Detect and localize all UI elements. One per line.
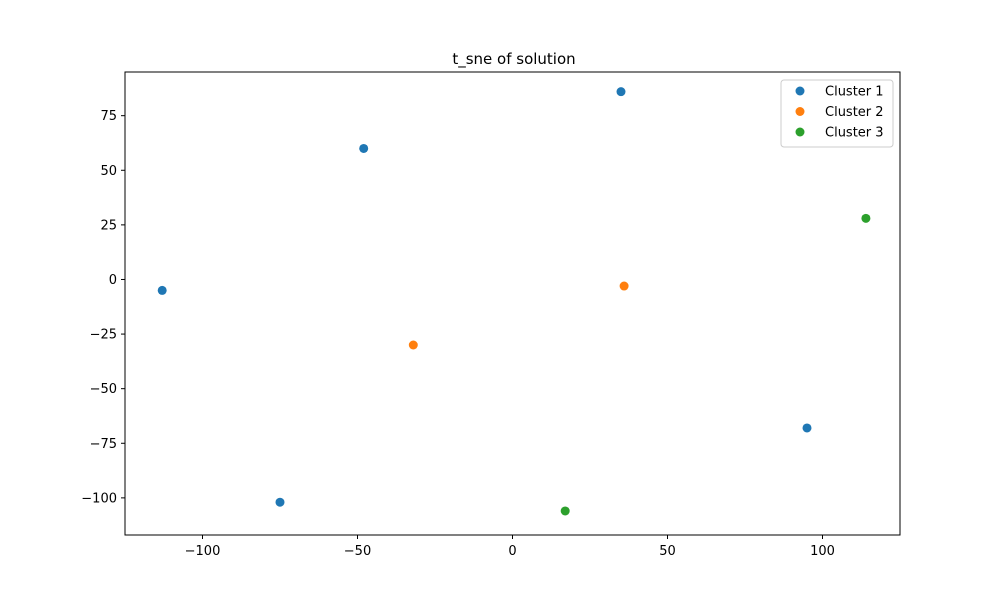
legend: Cluster 1 Cluster 2 Cluster 3 — [780, 79, 894, 148]
data-point-cluster-3-2 — [560, 506, 570, 516]
x-tick-label: 100 — [810, 544, 835, 559]
data-point-cluster-2-2 — [408, 340, 418, 350]
y-tick-label: 75 — [100, 109, 117, 124]
data-point-cluster-2-1 — [619, 281, 629, 291]
legend-marker-cluster-3 — [795, 127, 805, 137]
axes: −100 −50 0 50 100 −100 −75 −50 −25 0 25 50 75 — [81, 71, 901, 559]
legend-label-cluster-3: Cluster 3 — [825, 126, 884, 141]
data-point-cluster-1-3 — [157, 285, 167, 295]
data-point-cluster-1-5 — [275, 497, 285, 507]
legend-label-cluster-2: Cluster 2 — [825, 105, 884, 120]
x-tick-label: 50 — [659, 544, 676, 559]
x-tick-label: −50 — [344, 544, 371, 559]
data-point-cluster-1-2 — [359, 143, 369, 153]
y-tick-label: 0 — [109, 273, 117, 288]
x-tick-label: 0 — [508, 544, 516, 559]
x-tick-label: −100 — [185, 544, 221, 559]
plot-area — [157, 87, 871, 516]
chart-title: t_sne of solution — [452, 50, 575, 69]
y-tick-label: 25 — [100, 218, 117, 233]
data-point-cluster-3-1 — [861, 213, 871, 223]
y-tick-label: −25 — [90, 328, 117, 343]
legend-marker-cluster-1 — [795, 86, 805, 96]
data-point-cluster-1-1 — [616, 87, 626, 97]
y-tick-label: −100 — [81, 491, 117, 506]
legend-marker-cluster-2 — [795, 107, 805, 116]
y-tick-label: 50 — [100, 164, 117, 179]
legend-label-cluster-1: Cluster 1 — [825, 85, 884, 100]
y-tick-label: −75 — [90, 437, 117, 452]
y-tick-label: −50 — [90, 382, 117, 397]
legend-box — [780, 79, 894, 148]
data-point-cluster-1-4 — [802, 423, 812, 433]
